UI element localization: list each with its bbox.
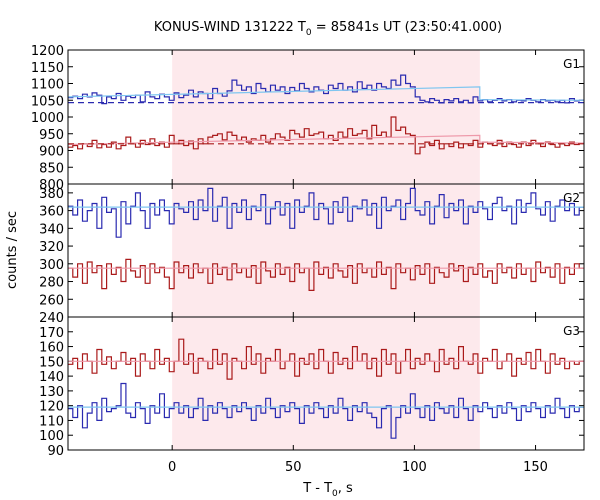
series-histogram-1-0 bbox=[68, 187, 584, 238]
y-tick-label: 170 bbox=[39, 326, 64, 341]
series-fit-0-1 bbox=[67, 134, 585, 146]
y-tick-label: 1050 bbox=[31, 94, 64, 109]
y-tick-label: 1000 bbox=[31, 111, 64, 126]
y-tick-label: 280 bbox=[39, 276, 64, 291]
y-tick-label: 140 bbox=[39, 370, 64, 385]
y-tick-label: 1150 bbox=[31, 61, 64, 76]
panel-frame-g3 bbox=[67, 316, 585, 451]
chart-title: KONUS-WIND 131222 T0 = 85841s UT (23:50:… bbox=[154, 20, 502, 38]
series-fit-0-0 bbox=[67, 86, 585, 101]
x-axis-label-prefix: T - T bbox=[302, 481, 332, 496]
y-tick-label: 90 bbox=[47, 444, 64, 459]
y-tick-label: 340 bbox=[39, 222, 64, 237]
y-tick-label: 380 bbox=[39, 187, 64, 202]
y-tick-label: 120 bbox=[39, 400, 64, 415]
y-tick-label: 160 bbox=[39, 341, 64, 356]
y-tick-label: 900 bbox=[39, 145, 64, 160]
y-tick-label: 950 bbox=[39, 128, 64, 143]
panel-label-g1: G1 bbox=[563, 57, 580, 71]
plot-area: 80085090095010001050110011501200G1240260… bbox=[31, 44, 585, 475]
y-tick-label: 260 bbox=[39, 293, 64, 308]
x-tick-label: 100 bbox=[402, 460, 427, 475]
chart-title-suffix: = 85841s UT (23:50:41.000) bbox=[312, 20, 502, 35]
x-axis-label-suffix: , s bbox=[338, 481, 353, 496]
y-axis-label: counts / sec bbox=[5, 211, 20, 289]
y-tick-label: 300 bbox=[39, 258, 64, 273]
y-tick-label: 1100 bbox=[31, 78, 64, 93]
x-tick-label: 150 bbox=[523, 460, 548, 475]
chart-title-prefix: KONUS-WIND 131222 T bbox=[154, 20, 306, 35]
panel-label-g3: G3 bbox=[563, 324, 580, 338]
y-tick-label: 100 bbox=[39, 429, 64, 444]
series-histogram-2-1 bbox=[68, 382, 584, 439]
x-axis-label-subscript: 0 bbox=[332, 489, 338, 499]
shaded-interval bbox=[172, 50, 480, 450]
y-tick-label: 240 bbox=[39, 311, 64, 326]
y-tick-label: 130 bbox=[39, 385, 64, 400]
y-tick-label: 360 bbox=[39, 205, 64, 220]
y-tick-label: 800 bbox=[39, 178, 64, 193]
y-tick-label: 1200 bbox=[31, 44, 64, 59]
y-tick-label: 850 bbox=[39, 161, 64, 176]
chart-title-subscript: 0 bbox=[306, 28, 312, 38]
x-tick-label: 0 bbox=[168, 460, 176, 475]
y-tick-label: 150 bbox=[39, 355, 64, 370]
y-tick-label: 320 bbox=[39, 240, 64, 255]
x-axis-label: T - T0, s bbox=[302, 481, 353, 499]
y-tick-label: 110 bbox=[39, 414, 64, 429]
panel-label-g2: G2 bbox=[563, 191, 580, 205]
x-tick-label: 50 bbox=[285, 460, 302, 475]
